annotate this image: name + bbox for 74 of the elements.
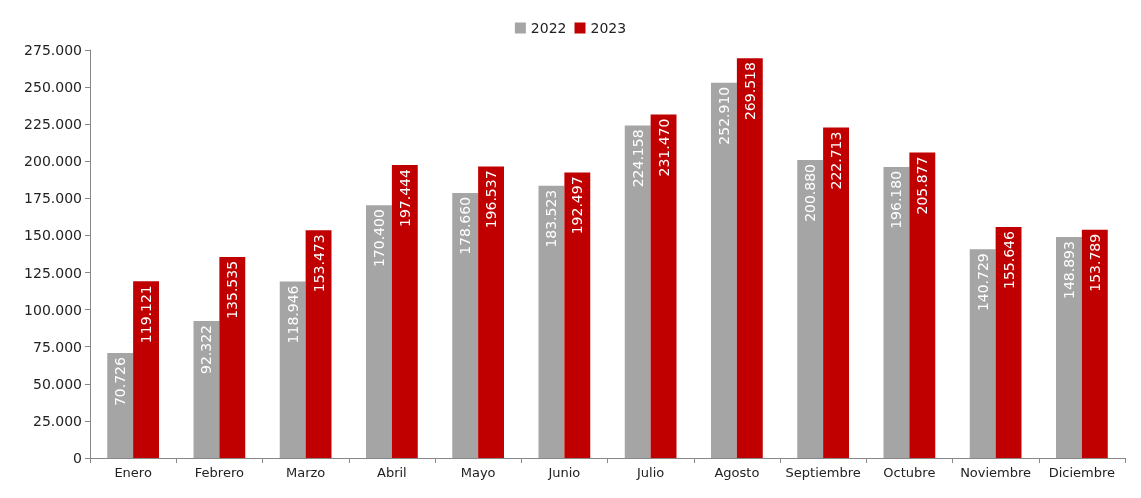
x-tick-label: Noviembre [960,465,1032,480]
bar [624,125,651,458]
x-tick-label: Marzo [285,465,326,480]
x-tick-label: Diciembre [1048,465,1116,480]
data-label: 224.158 [629,129,646,188]
bar [366,205,392,458]
x-tick-label: Julio [635,465,665,480]
data-label: 155.646 [1000,231,1017,289]
data-label: 252.910 [715,86,732,145]
y-tick-label: 75.000 [33,338,82,355]
data-label: 140.729 [974,253,991,312]
data-label: 231.470 [655,118,672,177]
x-tick-label: Septiembre [785,465,861,480]
x-tick-label: Junio [547,465,581,480]
y-tick-label: 150.000 [24,227,82,244]
legend-label: 2023 [590,20,627,36]
bar [883,166,910,458]
data-label: 200.880 [802,163,819,222]
bar [736,58,763,458]
data-label: 196.180 [888,170,905,229]
y-tick-label: 25.000 [33,412,82,429]
bar [452,192,479,458]
data-label: 170.400 [370,209,387,268]
bar [1056,237,1082,458]
data-label: 269.518 [741,62,758,121]
y-tick-label: 225.000 [24,116,82,133]
x-tick-label: Abril [377,465,407,480]
data-label: 135.535 [224,260,241,319]
bar [133,281,159,458]
y-tick-label: 50.000 [33,375,82,392]
y-tick-label: 0 [73,450,82,466]
bar [711,82,737,458]
bar [538,185,565,458]
data-label: 197.444 [396,168,413,227]
data-label: 196.537 [483,170,500,229]
x-tick-label: Octubre [883,465,936,480]
bar [1081,229,1108,458]
bar [305,230,332,458]
x-tick-label: Febrero [194,465,244,480]
x-tick-label: Mayo [460,465,496,480]
bar [995,227,1022,458]
bar [279,281,306,458]
data-label: 92.322 [198,325,215,375]
bar [107,353,134,458]
x-tick-label: Agosto [714,465,760,480]
bar [193,321,220,458]
y-tick-label: 275.000 [24,42,82,58]
y-tick-label: 250.000 [24,79,82,96]
bar [564,172,591,458]
data-label: 148.893 [1060,241,1077,299]
y-tick-label: 200.000 [24,153,82,170]
y-tick-label: 125.000 [24,264,82,281]
data-label: 205.877 [914,156,931,215]
data-label: 119.121 [138,285,155,344]
data-label: 70.726 [112,356,129,407]
x-tick-label: Enero [114,465,152,480]
y-tick-label: 100.000 [24,301,82,318]
data-label: 153.789 [1086,233,1103,292]
data-label: 183.523 [543,189,560,248]
bar [797,159,824,458]
bar [219,256,246,458]
bar [478,166,504,458]
data-label: 153.473 [310,234,327,293]
y-tick-label: 175.000 [24,190,82,207]
bar [650,114,677,458]
data-label: 192.497 [569,176,586,235]
data-label: 118.946 [284,285,301,344]
legend-label: 2022 [530,20,567,36]
bar [909,152,936,458]
bar [391,165,418,458]
bar [823,127,849,458]
data-label: 222.713 [828,131,845,190]
data-label: 178.660 [457,196,474,255]
bar [969,249,996,458]
